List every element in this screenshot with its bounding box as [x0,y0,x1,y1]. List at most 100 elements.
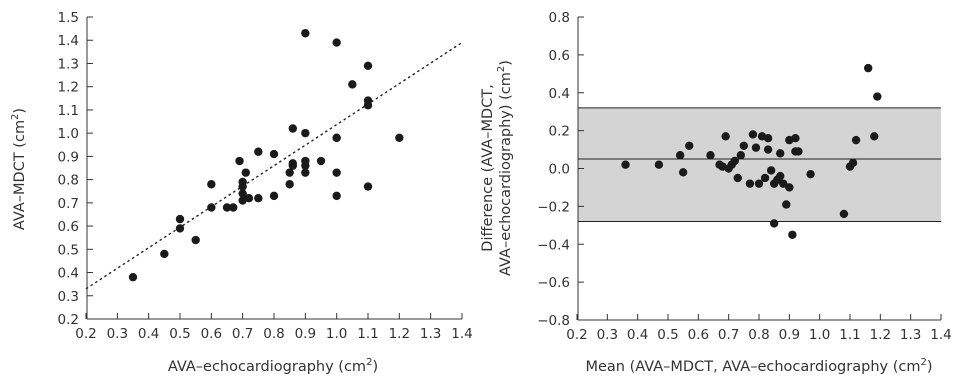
left-x-tick-label: 1.3 [420,326,441,342]
data-point [285,180,294,189]
right-y-tick-label: −0.8 [537,313,570,329]
agreement-band [578,107,941,222]
right-y-tick-label: 0.6 [549,48,570,64]
right-x-tick-label: 1.1 [839,327,860,343]
data-point [779,179,788,188]
left-x-tick-label: 1.0 [326,326,347,342]
data-point [788,230,797,239]
data-point [207,180,216,189]
data-point [244,194,254,203]
data-point [254,147,263,156]
right-x-axis-title: Mean (AVA–MDCT, AVA–echocardiography (cm… [585,357,932,375]
left-x-tick-label: 0.9 [295,326,316,342]
left-y-tick-label: 0.3 [58,289,79,305]
data-point [191,235,200,245]
data-point [128,272,138,282]
data-point [848,158,858,168]
data-point [794,147,803,156]
data-point [222,203,232,212]
left-x-tick-label: 1.1 [357,326,378,342]
data-point [288,159,297,168]
data-point [229,203,238,212]
data-point [332,133,341,142]
left-x-tick-label: 0.7 [232,326,253,342]
data-point [873,92,882,101]
data-point [864,63,873,73]
left-y-tick-label: 0.7 [58,196,79,212]
data-point [285,168,294,177]
right-y-tick-label: 0.4 [549,86,570,102]
data-point [332,38,341,47]
right-y-tick-label: 0.0 [549,162,570,178]
data-point [269,191,279,201]
data-point [160,249,169,259]
data-point [733,173,742,183]
data-point [363,182,373,191]
data-point [763,145,773,154]
right-x-tick-label: 1.3 [900,327,921,343]
left-y-tick-label: 1.1 [58,103,79,119]
left-y-tick-label: 0.6 [58,219,79,235]
data-point [782,200,791,209]
data-point [348,80,357,89]
data-point [769,219,779,228]
data-point [238,177,247,187]
left-y-tick-label: 0.2 [58,312,79,328]
data-point [654,160,664,169]
data-point [730,156,739,166]
right-x-tick-label: 1.4 [930,327,951,343]
data-point [751,143,761,152]
data-point [754,179,764,188]
right-y-tick-label: −0.4 [537,237,570,253]
data-point [207,203,216,212]
data-point [791,134,800,143]
data-point [839,209,849,219]
left-scatter-panel: AVA–echocardiography (cm2) AVA–MDCT (cm2… [10,10,473,375]
data-point [363,61,373,70]
data-point [363,96,373,105]
data-point [395,133,404,142]
data-point [678,168,688,177]
data-point [675,151,685,160]
data-point [760,173,770,183]
left-x-tick-label: 1.2 [389,326,410,342]
right-y-tick-label: 0.2 [549,124,570,140]
data-point [301,29,310,38]
data-point [316,156,326,166]
data-point [301,128,310,138]
right-y-axis-title-line1: Difference (AVA–MDCT, [480,84,496,251]
left-x-tick-label: 0.8 [263,326,284,342]
left-y-tick-label: 1.5 [58,10,79,26]
left-x-tick-label: 0.6 [201,326,222,342]
left-y-tick-label: 0.5 [58,242,79,258]
data-point [332,168,341,177]
data-point [776,149,785,158]
right-x-tick-label: 1.0 [809,327,830,343]
right-y-axis-title-line2: AVA–echocardiography) (cm2) [496,60,514,276]
left-x-tick-label: 0.2 [75,326,96,342]
data-point [748,130,758,139]
left-y-tick-label: 0.8 [58,173,79,189]
data-point [766,166,776,175]
data-point [254,194,263,203]
data-point [621,160,630,169]
data-point [241,168,250,177]
data-point [175,224,185,233]
left-y-tick-label: 1.3 [58,56,79,72]
right-y-tick-label: −0.6 [537,275,570,291]
right-x-tick-label: 0.5 [657,327,678,343]
left-y-tick-label: 0.9 [58,149,79,165]
left-y-tick-label: 1.4 [58,33,79,49]
right-x-tick-label: 0.7 [718,327,739,343]
data-point [806,169,815,179]
left-y-tick-label: 1.0 [58,126,79,142]
left-x-tick-label: 0.3 [107,326,128,342]
data-point [288,124,297,133]
data-point [776,171,785,181]
data-point [269,149,279,159]
data-point [332,191,341,201]
left-y-axis-title: AVA–MDCT (cm2) [10,108,28,230]
right-x-tick-label: 0.8 [748,327,769,343]
data-point [301,168,310,177]
